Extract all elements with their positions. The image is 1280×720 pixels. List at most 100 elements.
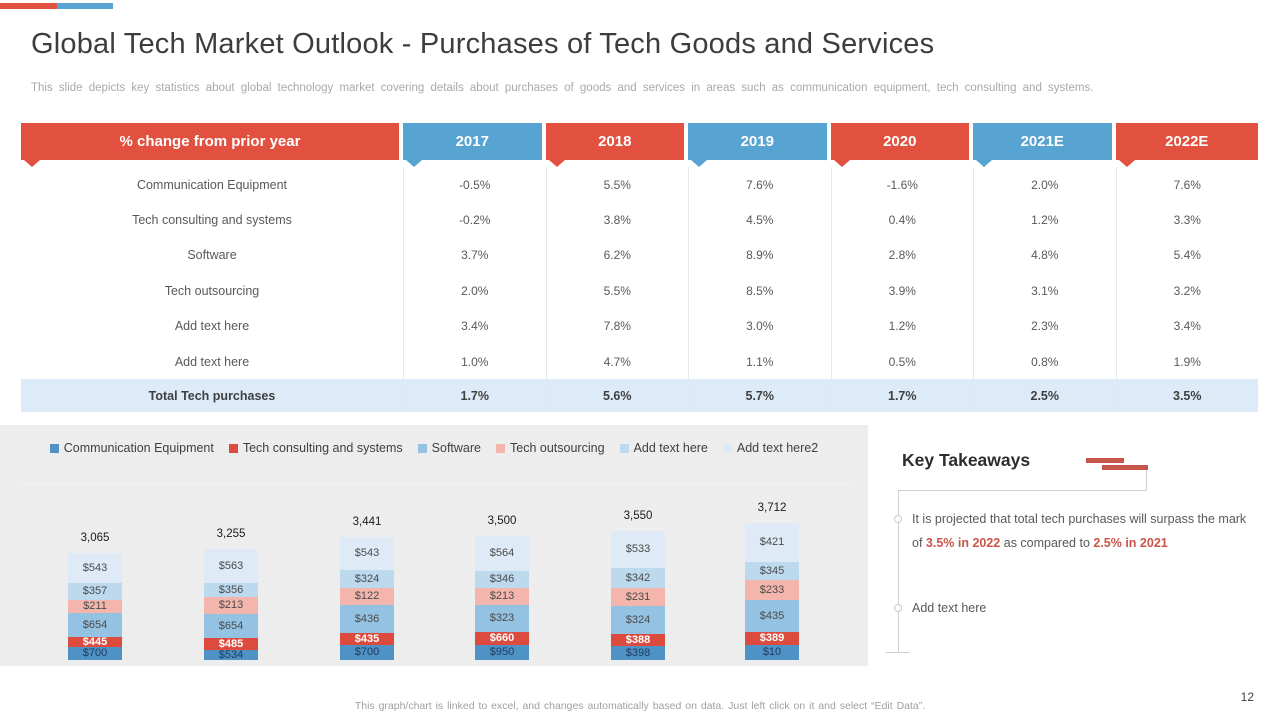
takeaway-text: It is projected that total tech purchase… (912, 507, 1260, 555)
table-corner-header: % change from prior year (21, 123, 399, 167)
bar-total-label: 3,712 (757, 502, 787, 514)
table-cell: 4.8% (973, 237, 1116, 274)
bar-segment: $388 (611, 634, 665, 646)
stacked-bar: $700 $435 $436 $122 $324 $543 3,441 (340, 516, 394, 660)
chart-gridline (22, 483, 852, 484)
accent-bar-red (0, 3, 57, 9)
bar-segment: $323 (475, 605, 529, 632)
bar-segment: $10 (745, 645, 799, 660)
bar-segment: $543 (340, 537, 394, 570)
bar-segment: $564 (475, 536, 529, 571)
bar-segment: $436 (340, 605, 394, 633)
table-row-label: Communication Equipment (21, 167, 403, 203)
table-cell: 4.5% (688, 202, 831, 238)
legend-label: Software (431, 441, 482, 455)
bar-segment: $356 (204, 583, 258, 597)
table-cell: 2.0% (403, 273, 546, 309)
table-cell: 3.0% (688, 308, 831, 344)
takeaway-highlight: 3.5% in 2022 (925, 536, 1001, 550)
bar-total-label: 3,065 (80, 532, 110, 544)
table-total-cell: 1.7% (830, 379, 973, 413)
chart-legend: Communication Equipment Tech consulting a… (0, 441, 868, 455)
bar-segment: $435 (340, 633, 394, 645)
page-number: 12 (1240, 690, 1254, 704)
bar-total-label: 3,441 (352, 516, 382, 528)
bar-segment: $485 (204, 638, 258, 650)
legend-swatch-icon (619, 443, 629, 453)
table-cell: 3.2% (1115, 273, 1258, 309)
table-row-label: Software (21, 237, 403, 274)
takeaway-accent-dash (1102, 465, 1148, 470)
bar-segment: $534 (204, 649, 258, 660)
table-cell: 1.9% (1115, 343, 1258, 380)
percent-change-table[interactable]: % change from prior year 2017 2018 2019 2020… (21, 123, 1258, 413)
bar-segment: $345 (745, 562, 799, 580)
bar-segment: $543 (68, 553, 122, 583)
table-cell: 3.7% (403, 237, 546, 274)
legend-label: Add text here2 (736, 441, 819, 455)
bar-segment: $211 (68, 600, 122, 613)
table-cell: 7.8% (545, 308, 688, 344)
bar-total-label: 3,255 (216, 528, 246, 540)
bar-segment: $700 (340, 645, 394, 660)
stacked-bar: $534 $485 $654 $213 $356 $563 3,255 (204, 528, 258, 660)
bar-segment: $213 (475, 588, 529, 605)
table-total-cell: 2.5% (973, 379, 1116, 413)
table-total-cell: 1.7% (403, 379, 546, 413)
legend-item: Software (417, 441, 482, 455)
table-cell: 3.8% (545, 202, 688, 238)
table-cell: 1.2% (830, 308, 973, 344)
table-col-header-2017: 2017 (403, 123, 542, 167)
bar-segment: $357 (68, 583, 122, 600)
table-cell: 0.5% (830, 343, 973, 380)
stacked-bar: $950 $660 $323 $213 $346 $564 3,500 (475, 515, 529, 660)
stacked-bar: $398 $388 $324 $231 $342 $533 3,550 (611, 510, 665, 660)
table-cell: 3.4% (1115, 308, 1258, 344)
legend-item: Add text here (619, 441, 708, 455)
table-cell: 5.5% (545, 167, 688, 203)
table-cell: 8.5% (688, 273, 831, 309)
table-cell: 8.9% (688, 237, 831, 274)
legend-swatch-icon (228, 443, 238, 453)
legend-item: Tech outsourcing (496, 441, 605, 455)
table-col-header-2020: 2020 (830, 123, 969, 167)
table-total-cell: 5.6% (545, 379, 688, 413)
bar-segment: $324 (340, 570, 394, 588)
table-cell: -0.2% (403, 202, 546, 238)
takeaway-plain-text: as compared to (1000, 536, 1094, 550)
bar-segment: $445 (68, 636, 122, 647)
table-cell: 2.0% (973, 167, 1116, 203)
bar-segment: $435 (745, 600, 799, 632)
table-cell: 5.4% (1115, 237, 1258, 274)
takeaway-text: Add text here (912, 596, 1260, 620)
table-cell: 0.8% (973, 343, 1116, 380)
table-row-label: Tech outsourcing (21, 273, 403, 309)
table-col-header-2021e: 2021E (973, 123, 1112, 167)
bar-segment: $122 (340, 588, 394, 605)
takeaway-connector-cap (886, 652, 910, 653)
bar-segment: $700 (68, 647, 122, 660)
bar-segment: $342 (611, 568, 665, 588)
bar-segment: $660 (475, 632, 529, 645)
takeaway-connector-line (1146, 470, 1147, 490)
legend-swatch-icon (722, 443, 732, 453)
table-cell: 3.3% (1115, 202, 1258, 238)
table-total-cell: 5.7% (688, 379, 831, 413)
legend-swatch-icon (496, 443, 506, 453)
takeaway-item: It is projected that total tech purchase… (880, 507, 1260, 555)
takeaway-connector-line (898, 490, 1147, 491)
legend-swatch-icon (417, 443, 427, 453)
table-cell: 3.9% (830, 273, 973, 309)
bar-segment: $654 (204, 614, 258, 638)
bar-segment: $231 (611, 588, 665, 606)
table-row-label: Tech consulting and systems (21, 202, 403, 238)
table-cell: 3.1% (973, 273, 1116, 309)
legend-item: Tech consulting and systems (228, 441, 403, 455)
bar-segment: $213 (204, 597, 258, 614)
table-cell: 1.2% (973, 202, 1116, 238)
stacked-bar-chart[interactable]: Communication Equipment Tech consulting a… (0, 425, 868, 666)
table-row-label: Add text here (21, 308, 403, 344)
table-col-header-2018: 2018 (545, 123, 684, 167)
page-title: Global Tech Market Outlook - Purchases o… (31, 28, 935, 60)
takeaway-connector-line (898, 490, 899, 652)
